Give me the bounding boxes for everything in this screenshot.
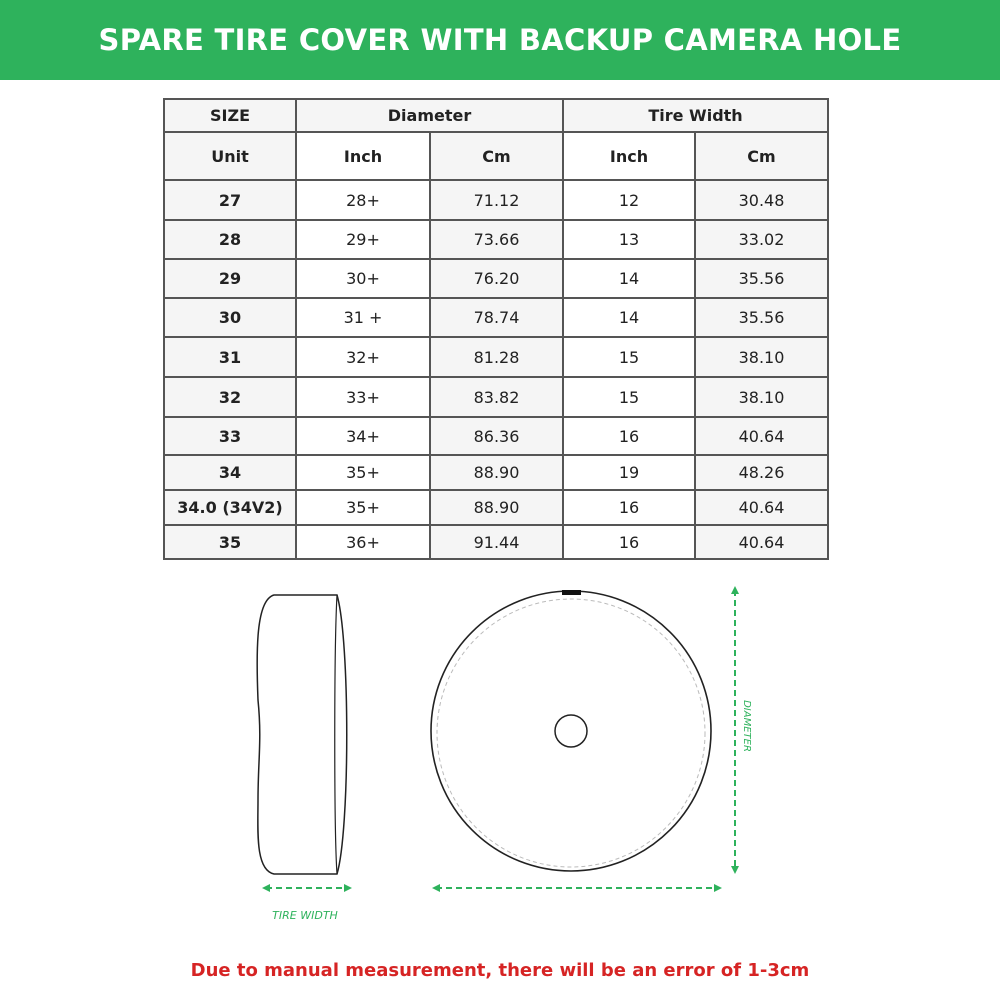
diameter-cm-cell: 76.20 bbox=[428, 258, 565, 299]
tire-side-view bbox=[256, 594, 348, 875]
width-cm-cell: 38.10 bbox=[694, 376, 830, 418]
table-row: 34.0 (34V2) 35+ 88.90 16 40.64 bbox=[163, 489, 830, 526]
diameter-inch-cell: 29+ bbox=[295, 219, 431, 260]
width-inch-cell: 15 bbox=[562, 376, 697, 418]
group-header-row: SIZE Diameter Tire Width bbox=[163, 98, 830, 133]
width-inch-cell: 16 bbox=[562, 489, 697, 526]
table-row: 32 33+ 83.82 15 38.10 bbox=[163, 376, 830, 418]
width-cm-cell: 48.26 bbox=[694, 454, 830, 491]
measurement-note: Due to manual measurement, there will be… bbox=[190, 960, 810, 981]
subheader-width-cm: Cm bbox=[694, 131, 830, 181]
diameter-inch-cell: 33+ bbox=[295, 376, 431, 418]
diameter-inch-cell: 34+ bbox=[295, 416, 431, 456]
diameter-inch-cell: 32+ bbox=[295, 336, 431, 378]
diameter-cm-cell: 88.90 bbox=[428, 489, 565, 526]
table-row: 33 34+ 86.36 16 40.64 bbox=[163, 416, 830, 456]
header-tire-width: Tire Width bbox=[562, 98, 830, 133]
camera-slot bbox=[562, 590, 581, 595]
camera-hole bbox=[554, 714, 588, 748]
diameter-cm-cell: 83.82 bbox=[428, 376, 565, 418]
diameter-cm-cell: 88.90 bbox=[428, 454, 565, 491]
size-cell: 34 bbox=[163, 454, 297, 491]
width-cm-cell: 35.56 bbox=[694, 297, 830, 338]
size-cell: 30 bbox=[163, 297, 297, 338]
header-diameter: Diameter bbox=[294, 98, 565, 133]
tire-front-view bbox=[430, 590, 712, 872]
size-chart-table: SIZE Diameter Tire Width Unit Inch Cm In… bbox=[163, 98, 830, 560]
width-inch-cell: 14 bbox=[562, 258, 697, 299]
size-cell: 27 bbox=[163, 179, 297, 221]
diameter-label: DIAMETER bbox=[741, 700, 752, 752]
diameter-inch-cell: 30+ bbox=[295, 258, 431, 299]
width-inch-cell: 13 bbox=[562, 219, 697, 260]
header-size: SIZE bbox=[163, 98, 297, 133]
diameter-inch-cell: 31 + bbox=[295, 297, 431, 338]
table-row: 28 29+ 73.66 13 33.02 bbox=[163, 219, 830, 260]
diameter-inch-cell: 35+ bbox=[295, 489, 431, 526]
width-cm-cell: 35.56 bbox=[694, 258, 830, 299]
table-row: 29 30+ 76.20 14 35.56 bbox=[163, 258, 830, 299]
diameter-cm-cell: 81.28 bbox=[428, 336, 565, 378]
diameter-cm-cell: 71.12 bbox=[428, 179, 565, 221]
subheader-diameter-inch: Inch bbox=[295, 131, 431, 181]
title-banner: SPARE TIRE COVER WITH BACKUP CAMERA HOLE bbox=[0, 0, 1000, 80]
diameter-cm-cell: 73.66 bbox=[428, 219, 565, 260]
subheader-width-inch: Inch bbox=[562, 131, 697, 181]
size-cell: 32 bbox=[163, 376, 297, 418]
table-row: 30 31 +78.74 14 35.56 bbox=[163, 297, 830, 338]
size-cell: 31 bbox=[163, 336, 297, 378]
subheader-diameter-cm: Cm bbox=[428, 131, 565, 181]
sub-header-row: Unit Inch Cm Inch Cm bbox=[163, 131, 830, 181]
width-inch-cell: 14 bbox=[562, 297, 697, 338]
page-title: SPARE TIRE COVER WITH BACKUP CAMERA HOLE bbox=[98, 23, 902, 57]
diameter-cm-cell: 86.36 bbox=[428, 416, 565, 456]
width-cm-cell: 40.64 bbox=[694, 416, 830, 456]
width-cm-cell: 33.02 bbox=[694, 219, 830, 260]
diameter-inch-cell: 36+ bbox=[295, 524, 431, 560]
size-cell: 28 bbox=[163, 219, 297, 260]
subheader-unit: Unit bbox=[163, 131, 297, 181]
size-cell: 29 bbox=[163, 258, 297, 299]
width-inch-cell: 15 bbox=[562, 336, 697, 378]
diameter-cm-cell: 91.44 bbox=[428, 524, 565, 560]
size-cell: 34.0 (34V2) bbox=[163, 489, 297, 526]
diameter-cm-cell: 78.74 bbox=[428, 297, 565, 338]
diameter-inch-cell: 35+ bbox=[295, 454, 431, 491]
width-inch-cell: 19 bbox=[562, 454, 697, 491]
tire-width-label: TIRE WIDTH bbox=[272, 909, 338, 922]
width-inch-cell: 16 bbox=[562, 524, 697, 560]
width-inch-cell: 16 bbox=[562, 416, 697, 456]
table-row: 35 36+ 91.44 16 40.64 bbox=[163, 524, 830, 560]
width-cm-cell: 30.48 bbox=[694, 179, 830, 221]
size-cell: 33 bbox=[163, 416, 297, 456]
table-row: 27 28+ 71.12 12 30.48 bbox=[163, 179, 830, 221]
width-cm-cell: 40.64 bbox=[694, 524, 830, 560]
table-row: 31 32+ 81.28 15 38.10 bbox=[163, 336, 830, 378]
size-cell: 35 bbox=[163, 524, 297, 560]
diameter-inch-cell: 28+ bbox=[295, 179, 431, 221]
width-cm-cell: 38.10 bbox=[694, 336, 830, 378]
table-row: 34 35+ 88.90 19 48.26 bbox=[163, 454, 830, 491]
width-cm-cell: 40.64 bbox=[694, 489, 830, 526]
width-inch-cell: 12 bbox=[562, 179, 697, 221]
